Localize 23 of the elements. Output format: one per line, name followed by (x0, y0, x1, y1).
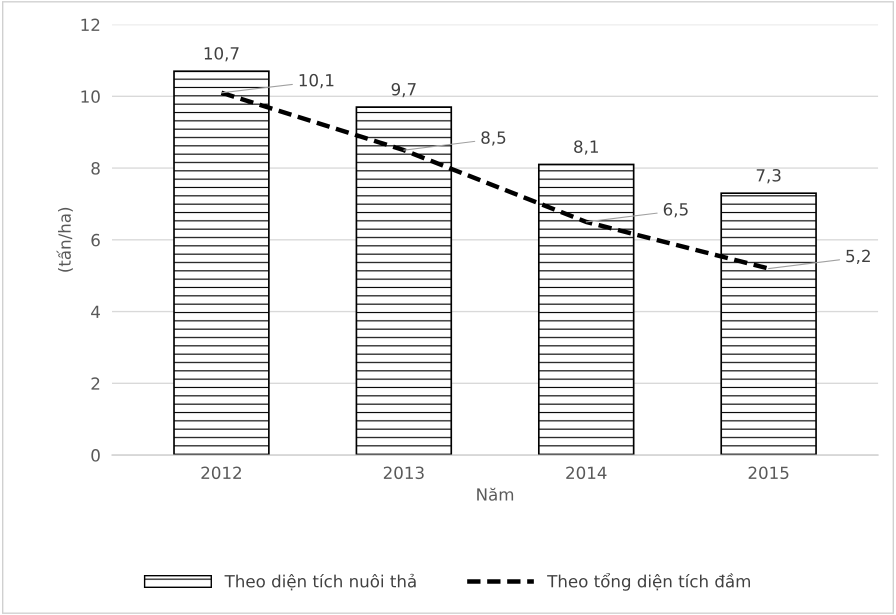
y-tick-label: 6 (91, 234, 100, 246)
legend-label: Theo diện tích nuôi thả (224, 574, 416, 590)
data-label: 9,7 (392, 82, 416, 98)
data-label: 6,5 (664, 203, 688, 218)
y-axis-title: (tấn/ha) (56, 208, 73, 272)
data-label: 8,5 (481, 131, 506, 146)
data-label: 8,1 (574, 140, 598, 155)
x-tick-label: 2015 (748, 466, 788, 480)
x-tick-label: 2014 (566, 466, 607, 480)
legend-label: Theo tổng diện tích đầm (547, 572, 750, 591)
data-label: 7,3 (756, 169, 781, 184)
y-tick-label: 12 (82, 18, 100, 31)
y-tick-label: 8 (91, 162, 100, 175)
y-tick-label: 2 (92, 377, 100, 390)
x-tick-label: 2012 (201, 466, 241, 480)
y-tick-label: 4 (91, 306, 100, 318)
y-tick-label: 0 (91, 449, 100, 462)
data-label: 10,7 (204, 47, 239, 62)
data-label: 5,2 (846, 250, 870, 264)
y-tick-label: 10 (82, 90, 100, 103)
x-tick-label: 2013 (384, 466, 424, 480)
x-axis-title: Năm (477, 488, 514, 501)
data-label: 10,1 (300, 74, 334, 88)
